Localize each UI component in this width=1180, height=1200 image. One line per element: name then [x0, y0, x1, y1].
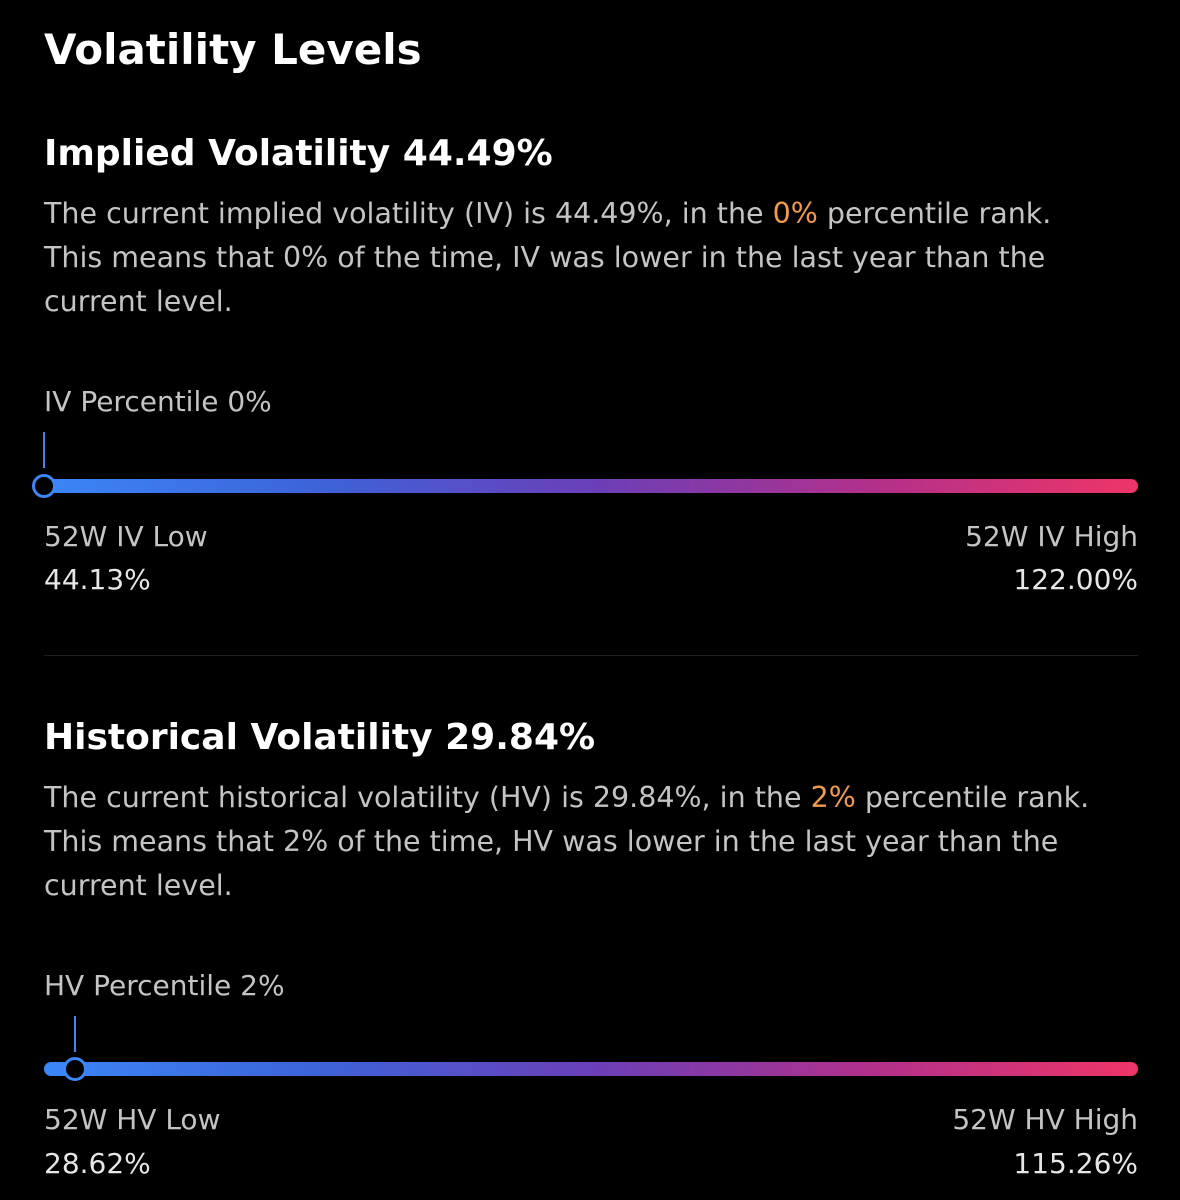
hv-low-value: 28.62%: [44, 1147, 151, 1180]
implied-volatility-title: Implied Volatility 44.49%: [44, 133, 553, 174]
hv-high-label: 52W HV High: [952, 1103, 1138, 1136]
iv-high-value: 122.00%: [1013, 563, 1138, 596]
hv-percentile-bar: [44, 1062, 1138, 1076]
iv-low-value: 44.13%: [44, 563, 151, 596]
iv-low-label: 52W IV Low: [44, 520, 208, 553]
implied-volatility-description: The current implied volatility (IV) is 4…: [44, 192, 1138, 324]
description-text: percentile rank.: [817, 197, 1052, 230]
description-line-2: This means that 0% of the time, IV was l…: [44, 241, 1046, 274]
description-line-2: This means that 2% of the time, HV was l…: [44, 825, 1059, 858]
historical-volatility-section: Historical Volatility 29.84% The current…: [44, 716, 1138, 1196]
iv-percentile-bar: [44, 479, 1138, 493]
iv-percentile-label: IV Percentile 0%: [44, 385, 272, 418]
page-title: Volatility Levels: [44, 25, 422, 74]
description-text: percentile rank.: [855, 781, 1090, 814]
description-line-3: current level.: [44, 869, 233, 902]
iv-high-label: 52W IV High: [965, 520, 1138, 553]
percentile-rank-highlight: 2%: [810, 781, 856, 814]
iv-percentile-marker-line: [43, 432, 45, 468]
percentile-rank-highlight: 0%: [772, 197, 818, 230]
implied-volatility-section: Implied Volatility 44.49% The current im…: [32, 132, 1138, 612]
section-divider: [44, 655, 1138, 656]
hv-percentile-marker-line: [73, 1016, 76, 1052]
description-text: The current implied volatility (IV) is 4…: [44, 197, 773, 230]
iv-percentile-marker-knob: [32, 474, 56, 498]
hv-percentile-marker-knob: [62, 1057, 87, 1081]
hv-low-label: 52W HV Low: [44, 1103, 221, 1136]
historical-volatility-title: Historical Volatility 29.84%: [44, 717, 596, 758]
historical-volatility-description: The current historical volatility (HV) i…: [44, 776, 1138, 908]
hv-high-value: 115.26%: [1013, 1147, 1138, 1180]
hv-percentile-label: HV Percentile 2%: [44, 969, 285, 1002]
description-text: The current historical volatility (HV) i…: [44, 781, 811, 814]
description-line-1: The current implied volatility (IV) is 4…: [44, 192, 1138, 236]
description-line-1: The current historical volatility (HV) i…: [44, 776, 1138, 820]
description-line-3: current level.: [44, 285, 233, 318]
